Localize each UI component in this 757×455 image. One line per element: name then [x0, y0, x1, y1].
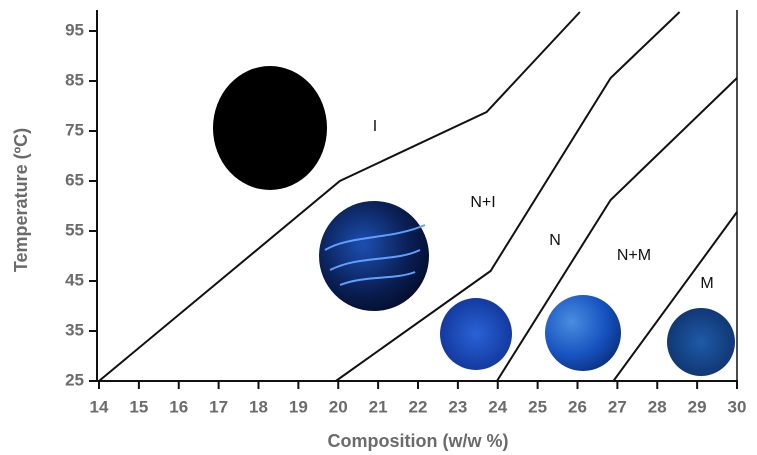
region-label: N+I: [470, 194, 495, 211]
micrograph: [667, 308, 735, 376]
micrograph: [545, 295, 621, 371]
x-tick-label: 17: [209, 397, 228, 416]
x-tick-label: 21: [369, 397, 388, 416]
y-tick-label: 55: [65, 220, 84, 239]
x-tick-label: 19: [289, 397, 308, 416]
y-tick-label: 45: [65, 270, 84, 289]
y-tick-label: 85: [65, 70, 84, 89]
region-label: M: [700, 275, 713, 292]
x-tick-label: 29: [688, 397, 707, 416]
x-tick-label: 25: [528, 397, 547, 416]
x-tick-label: 27: [608, 397, 627, 416]
micrograph: [213, 66, 327, 190]
micrograph: [440, 298, 512, 370]
x-tick-label: 28: [648, 397, 667, 416]
y-tick-label: 35: [65, 320, 84, 339]
chart: Composition (w/w %) Temperature (ºC) 14 1…: [0, 0, 757, 455]
x-tick-label: 18: [249, 397, 268, 416]
region-label: I: [373, 118, 377, 135]
x-tick-label: 22: [409, 397, 428, 416]
x-tick-label: 30: [728, 397, 747, 416]
y-axis-title: Temperature (ºC): [11, 128, 31, 272]
region-label: N: [549, 232, 561, 249]
x-axis-title: Composition (w/w %): [328, 431, 509, 451]
y-tick-label: 75: [65, 120, 84, 139]
y-tick-label: 95: [65, 20, 84, 39]
y-tick-label: 25: [65, 370, 84, 389]
x-tick-label: 15: [129, 397, 148, 416]
x-tick-label: 20: [329, 397, 348, 416]
region-label: N+M: [617, 247, 651, 264]
x-tick-label: 26: [568, 397, 587, 416]
x-tick-label: 14: [90, 397, 109, 416]
x-tick-label: 23: [448, 397, 467, 416]
x-tick-label: 16: [169, 397, 188, 416]
micrograph: [319, 201, 429, 311]
y-tick-label: 65: [65, 170, 84, 189]
x-tick-label: 24: [488, 397, 507, 416]
